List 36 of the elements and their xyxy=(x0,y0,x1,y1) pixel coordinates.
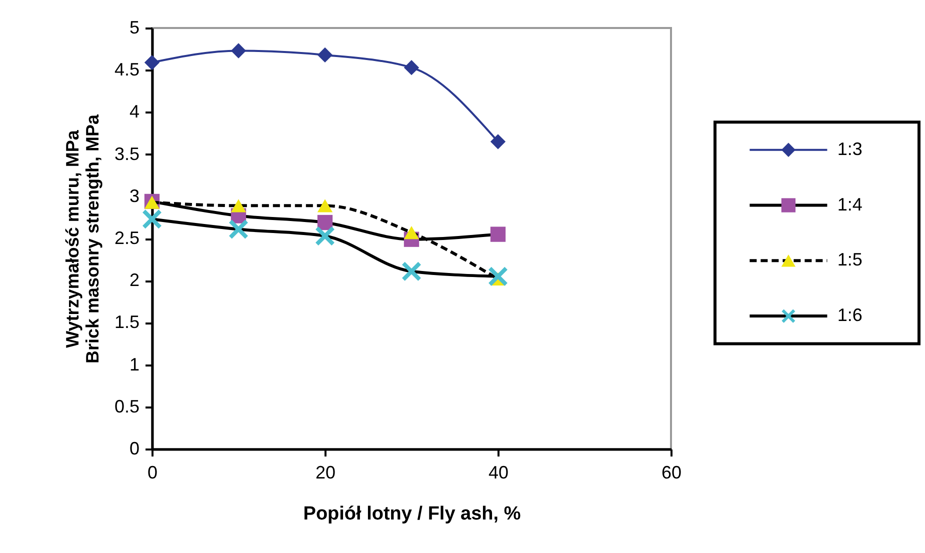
x-axis-title: Popiół lotny / Fly ash, % xyxy=(303,504,521,524)
x-tick-label: 60 xyxy=(661,462,682,482)
y-tick-label: 3.5 xyxy=(114,144,140,164)
point xyxy=(404,226,420,240)
y-tick-label: 3 xyxy=(129,186,140,206)
y-tick-label: 1.5 xyxy=(114,312,140,332)
y-tick-label: 5 xyxy=(129,18,140,38)
point xyxy=(228,219,249,240)
point xyxy=(230,199,246,212)
y-tick-label: 0.5 xyxy=(114,396,140,416)
legend-label: 1:5 xyxy=(837,250,862,270)
point xyxy=(317,214,333,230)
y-axis-title: Wytrzymałość muru, MPa Brick masonry strength, MPa xyxy=(62,113,102,364)
point xyxy=(230,43,246,58)
point xyxy=(317,47,333,63)
point xyxy=(490,226,506,242)
legend-label: 1:6 xyxy=(837,305,862,326)
x-tick-label: 0 xyxy=(147,462,158,482)
point xyxy=(488,266,508,286)
y-tick-label: 1 xyxy=(129,354,140,374)
x-tick-label: 40 xyxy=(488,462,509,482)
point xyxy=(144,54,160,70)
x-tick-label: 20 xyxy=(315,462,336,482)
point xyxy=(142,209,162,230)
legend-label: 1:3 xyxy=(837,138,862,159)
y-tick-label: 2.5 xyxy=(114,228,140,248)
legend-label: 1:4 xyxy=(837,194,862,214)
y-tick-label: 4.5 xyxy=(114,60,140,80)
y-tick-label: 4 xyxy=(129,102,140,122)
y-tick-label: 0 xyxy=(129,438,140,458)
point xyxy=(314,226,336,246)
point xyxy=(404,60,420,76)
y-tick-label: 2 xyxy=(129,270,140,290)
point xyxy=(401,261,422,282)
point xyxy=(490,134,506,150)
point xyxy=(317,199,333,212)
